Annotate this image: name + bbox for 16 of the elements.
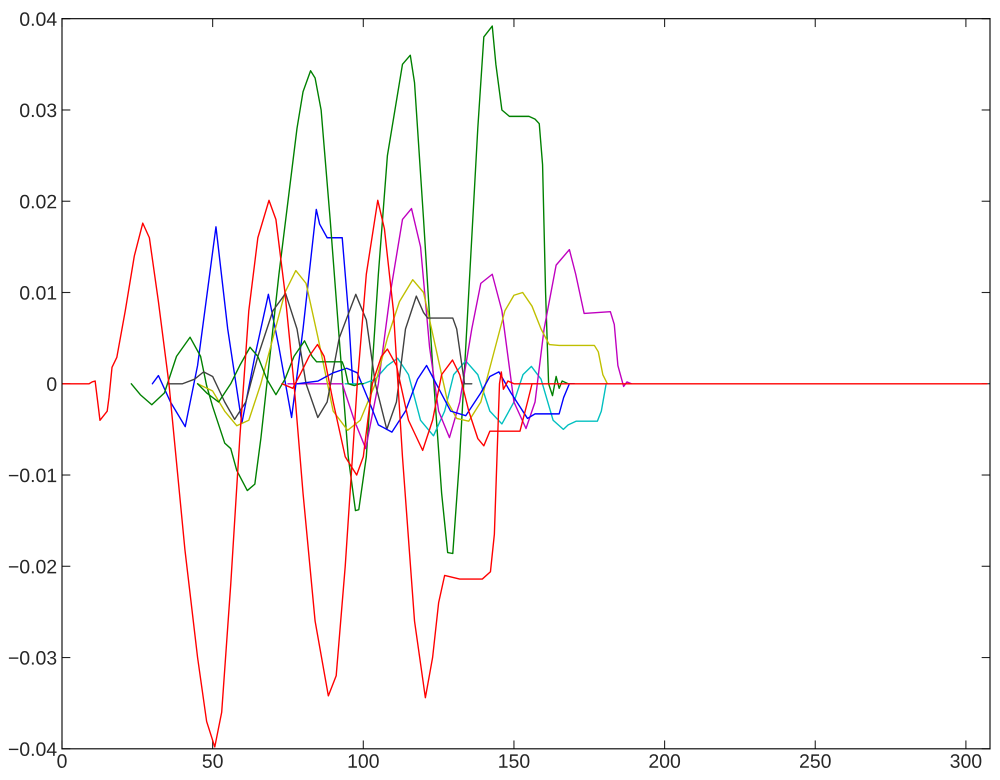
x-tick-label: 0 <box>57 754 67 768</box>
x-tick-label: 300 <box>950 754 982 768</box>
x-tick-label: 250 <box>800 754 831 768</box>
y-tick-label: −0.04 <box>8 742 57 756</box>
y-tick-label: −0.01 <box>8 468 56 482</box>
y-tick-label: 0 <box>47 377 56 391</box>
x-tick-label: 200 <box>649 754 680 768</box>
y-tick-label: 0.04 <box>20 12 57 26</box>
x-tick-label: 150 <box>499 754 530 768</box>
x-tick-label: 50 <box>202 754 223 768</box>
x-tick-label: 100 <box>348 754 379 768</box>
y-tick-label: 0.01 <box>20 286 56 300</box>
y-tick-label: −0.03 <box>8 651 56 665</box>
y-tick-label: −0.02 <box>8 560 56 574</box>
y-tick-label: 0.03 <box>20 103 56 118</box>
y-tick-label: 0.02 <box>20 194 56 208</box>
